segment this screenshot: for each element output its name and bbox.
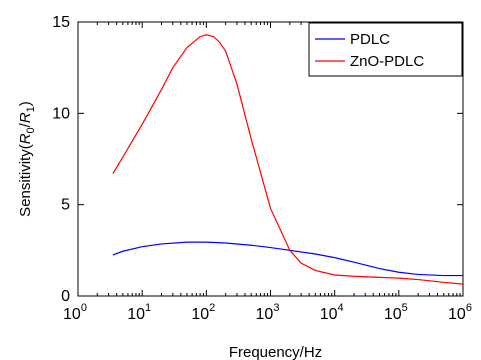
y-tick-label: 5 — [61, 197, 70, 214]
x-tick-label: 104 — [320, 302, 344, 323]
legend-box — [308, 22, 463, 77]
y-tick-label: 0 — [61, 288, 70, 305]
y-axis-label: Sensitivity(R0/R1) — [17, 101, 37, 217]
series-line-pdlc — [112, 241, 463, 277]
x-tick-label: 100 — [63, 302, 87, 323]
legend-label-pdlc: PDLC — [350, 31, 390, 48]
x-axis-label: Frequency/Hz — [229, 344, 322, 360]
y-tick-label: 10 — [52, 105, 70, 122]
series-line-zno-pdlc — [112, 34, 464, 285]
x-tick-label: 103 — [256, 302, 280, 323]
legend-label-zno-pdlc: ZnO-PDLC — [350, 53, 424, 70]
x-tick-label: 102 — [191, 302, 215, 323]
y-tick-label: 15 — [52, 14, 70, 31]
x-tick-label: 105 — [384, 302, 408, 323]
x-tick-label: 101 — [127, 302, 151, 323]
x-tick-label: 106 — [448, 302, 472, 323]
